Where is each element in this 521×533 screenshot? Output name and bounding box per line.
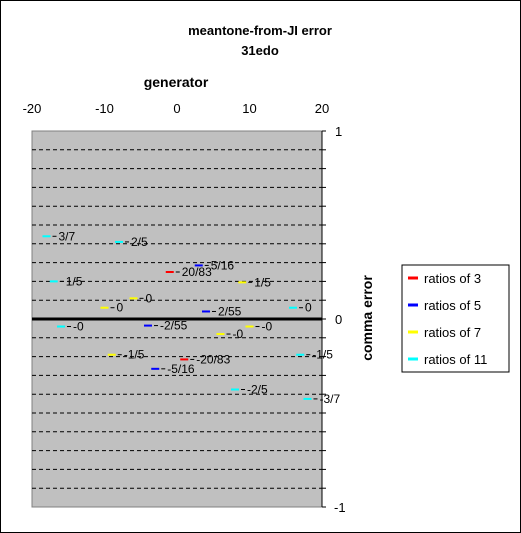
legend-box <box>401 264 510 373</box>
data-label: 3/7 <box>59 229 76 243</box>
data-label: -20/83 <box>196 352 230 366</box>
data-label: 0 <box>305 301 312 315</box>
legend: ratios of 3 ratios of 5 ratios of 7 ratios … <box>401 264 510 373</box>
chart-subtitle: 31edo <box>241 43 279 58</box>
x-tick-label: 0 <box>173 101 180 116</box>
x-tick-label: 20 <box>315 101 329 116</box>
data-label: -3/7 <box>320 392 341 406</box>
legend-label: ratios of 11 <box>424 352 487 367</box>
data-label: 1/5 <box>254 275 271 289</box>
x-tick-label: -20 <box>23 101 42 116</box>
data-label: -1/5 <box>124 348 145 362</box>
data-label: -0 <box>233 327 244 341</box>
data-label: 2/55 <box>218 304 242 318</box>
legend-label: ratios of 3 <box>424 271 481 286</box>
x-tick-label: -10 <box>95 101 114 116</box>
data-label: 0 <box>117 301 124 315</box>
data-label: 20/83 <box>182 265 212 279</box>
y-tick-labels: 1 0 -1 <box>334 124 346 515</box>
data-label: 2/5 <box>131 235 148 249</box>
data-label: 0 <box>146 291 153 305</box>
data-points: 20/83 -20/83 5/16 2/55 -2/55 -5/16 0 0 1/5 -0 -0 -1… <box>42 229 341 406</box>
data-label: -5/16 <box>167 362 195 376</box>
x-tick-label: 10 <box>242 101 256 116</box>
x-axis-title: generator <box>144 74 209 90</box>
y-tick-label: 0 <box>335 312 342 327</box>
data-label: -1/5 <box>312 348 333 362</box>
chart-title: meantone-from-JI error <box>188 23 332 38</box>
data-label: -0 <box>73 320 84 334</box>
legend-label: ratios of 7 <box>424 325 481 340</box>
data-label: -0 <box>262 320 273 334</box>
axes <box>32 130 326 508</box>
y-tick-label: 1 <box>335 124 342 139</box>
data-label: 1/5 <box>66 274 83 288</box>
y-tick-label: -1 <box>334 500 346 515</box>
data-label: 5/16 <box>211 258 235 272</box>
data-label: -2/55 <box>160 319 188 333</box>
y-axis-title: comma error <box>359 275 375 361</box>
legend-label: ratios of 5 <box>424 298 481 313</box>
gridlines <box>32 149 322 489</box>
x-tick-labels: -20 -10 0 10 20 <box>23 101 330 116</box>
data-label: -2/5 <box>247 383 268 397</box>
